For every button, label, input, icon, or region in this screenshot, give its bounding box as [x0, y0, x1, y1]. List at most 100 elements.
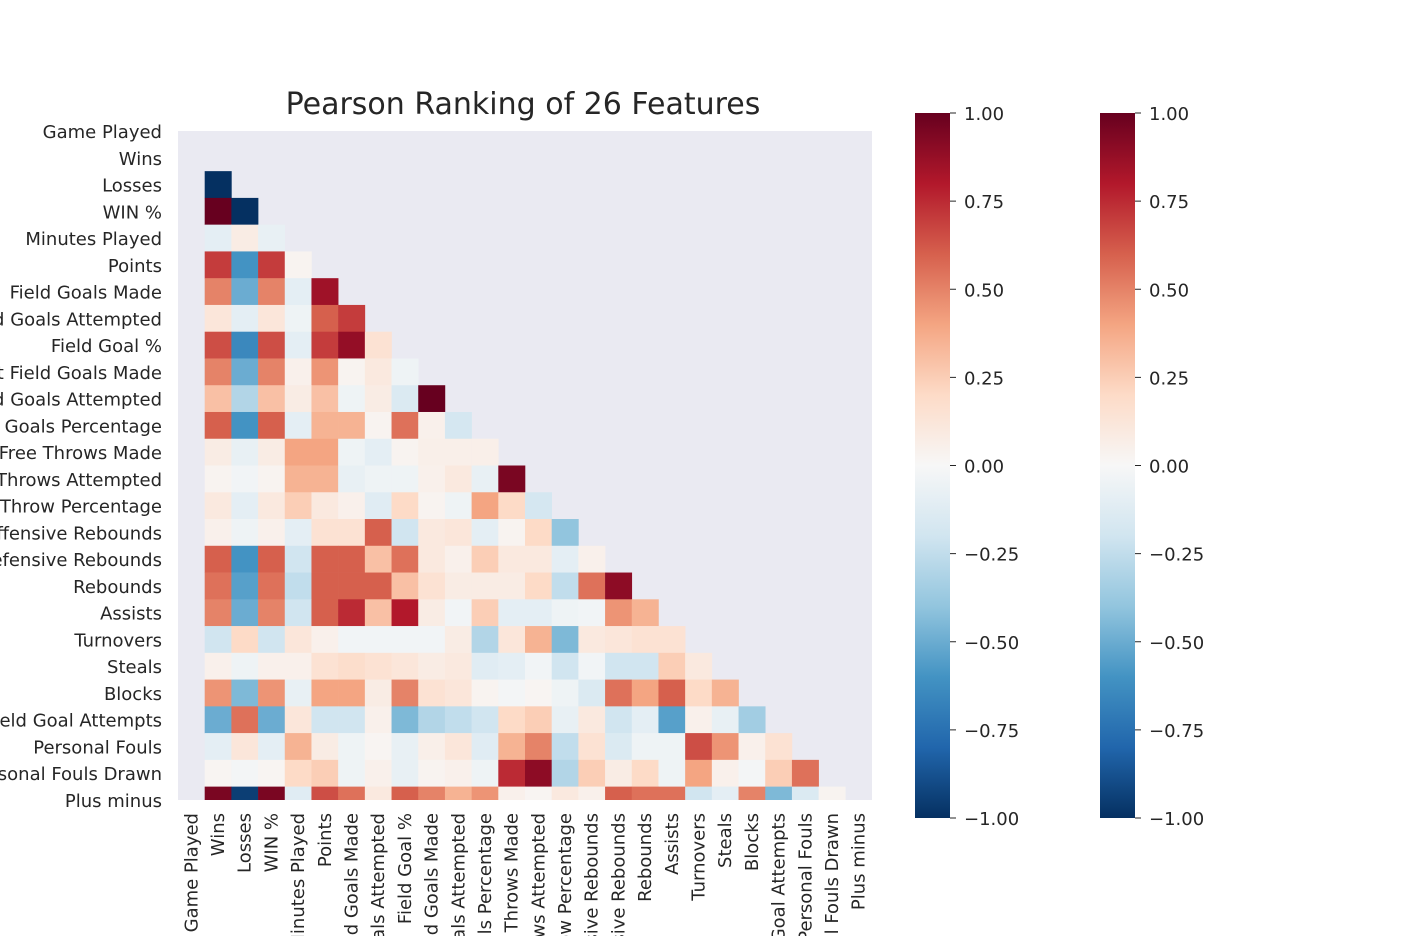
x-tick-label: Free Throws Made [502, 813, 523, 936]
heatmap-cell [711, 786, 739, 800]
heatmap-cell [364, 438, 392, 466]
heatmap-cell [258, 304, 286, 332]
heatmap-cell [498, 733, 526, 761]
heatmap-cell [711, 679, 739, 707]
heatmap-cell [418, 572, 446, 600]
heatmap-cell [444, 626, 472, 654]
colorbar-tick-label: −0.75 [964, 721, 1019, 742]
heatmap-cell [338, 438, 366, 466]
heatmap-cell [391, 411, 419, 440]
x-tick-label: Field Goals Made [342, 813, 363, 936]
heatmap-cell [578, 706, 606, 734]
heatmap-cell [364, 706, 392, 734]
heatmap-cell [444, 599, 472, 627]
heatmap-cell [204, 733, 232, 761]
heatmap-cell [525, 599, 552, 627]
heatmap-cell [338, 304, 366, 332]
heatmap-cell [364, 358, 392, 386]
y-tick-label: Field Goals Attempted [0, 309, 162, 330]
x-tick-label: Assists [662, 813, 683, 875]
heatmap-cell [364, 545, 392, 573]
heatmap-cell [284, 251, 312, 279]
heatmap-cell [284, 786, 312, 800]
heatmap-cell [471, 492, 499, 520]
heatmap-cell [738, 786, 766, 800]
heatmap-cell [284, 519, 312, 547]
heatmap-cell [258, 438, 286, 466]
colorbar-tick-label: −0.50 [1149, 633, 1204, 654]
heatmap-cell [311, 492, 339, 520]
heatmap-cell [258, 545, 286, 573]
heatmap-cell [258, 411, 286, 440]
heatmap-cell [231, 652, 259, 680]
heatmap-cell [204, 572, 232, 600]
heatmap-cell [551, 572, 579, 600]
heatmap-cell [418, 438, 446, 466]
heatmap-cell [471, 519, 499, 547]
heatmap-cell [578, 545, 606, 573]
heatmap-cell [231, 251, 259, 279]
heatmap-cell [364, 385, 392, 413]
heatmap-cell [258, 465, 286, 493]
heatmap-cell [444, 519, 472, 547]
heatmap-cell [498, 465, 526, 493]
heatmap-cell [444, 786, 472, 800]
x-tick-label: Free Throw Percentage [555, 813, 576, 936]
heatmap-cell [204, 278, 232, 306]
heatmap-cell [525, 572, 552, 600]
heatmap-cell [284, 626, 312, 654]
heatmap-cell [284, 304, 312, 332]
heatmap-cell [498, 492, 526, 520]
heatmap-cell [338, 733, 366, 761]
heatmap-cell [258, 599, 286, 627]
heatmap-cell [418, 599, 446, 627]
heatmap-cell [231, 331, 259, 359]
heatmap-cell [658, 652, 686, 680]
heatmap-cell [765, 786, 793, 800]
heatmap-cell [258, 706, 286, 734]
heatmap-cell [364, 492, 392, 520]
heatmap-cell [284, 492, 312, 520]
heatmap-cell [471, 706, 499, 734]
x-tick-label: WIN % [261, 813, 282, 872]
heatmap-cell [338, 358, 366, 386]
heatmap-cell [471, 438, 499, 466]
heatmap-cell [311, 733, 339, 761]
colorbar-tick-label: −0.25 [964, 545, 1019, 566]
heatmap-cell [471, 599, 499, 627]
heatmap-cell [498, 545, 526, 573]
heatmap-cell [444, 759, 472, 787]
heatmap-cell [204, 331, 232, 359]
heatmap-cell [284, 572, 312, 600]
y-tick-label: Plus minus [65, 791, 162, 812]
heatmap-cell [364, 733, 392, 761]
heatmap-cell [231, 679, 259, 707]
heatmap-cell [418, 759, 446, 787]
colorbar-tick-label: −0.50 [964, 633, 1019, 654]
heatmap-cell [311, 438, 339, 466]
heatmap-cell [391, 599, 419, 627]
heatmap-cell [204, 304, 232, 332]
x-tick-label: Rebounds [635, 813, 656, 902]
heatmap-cell [658, 733, 686, 761]
heatmap-cell [364, 572, 392, 600]
heatmap-cell [551, 626, 579, 654]
y-tick-label: Personal Fouls Drawn [0, 764, 162, 785]
heatmap-cell [444, 545, 472, 573]
heatmap-cell [551, 599, 579, 627]
heatmap-cell [631, 679, 659, 707]
y-tick-label: 3 Point Field Goals Percentage [0, 416, 162, 437]
heatmap-cell [231, 519, 259, 547]
heatmap-cell [444, 679, 472, 707]
colorbar-tick-label: −1.00 [964, 809, 1019, 830]
heatmap-cell [204, 759, 232, 787]
y-tick-label: Turnovers [73, 630, 162, 651]
heatmap-cell [525, 519, 552, 547]
heatmap-cell [525, 492, 552, 520]
heatmap-cell [284, 278, 312, 306]
heatmap-cell [338, 519, 366, 547]
x-tick-label: Personal Fouls Drawn [822, 813, 843, 936]
x-tick-label: 3 Point Field Goals Percentage [475, 813, 496, 936]
heatmap-cell [311, 679, 339, 707]
heatmap-cell [658, 706, 686, 734]
